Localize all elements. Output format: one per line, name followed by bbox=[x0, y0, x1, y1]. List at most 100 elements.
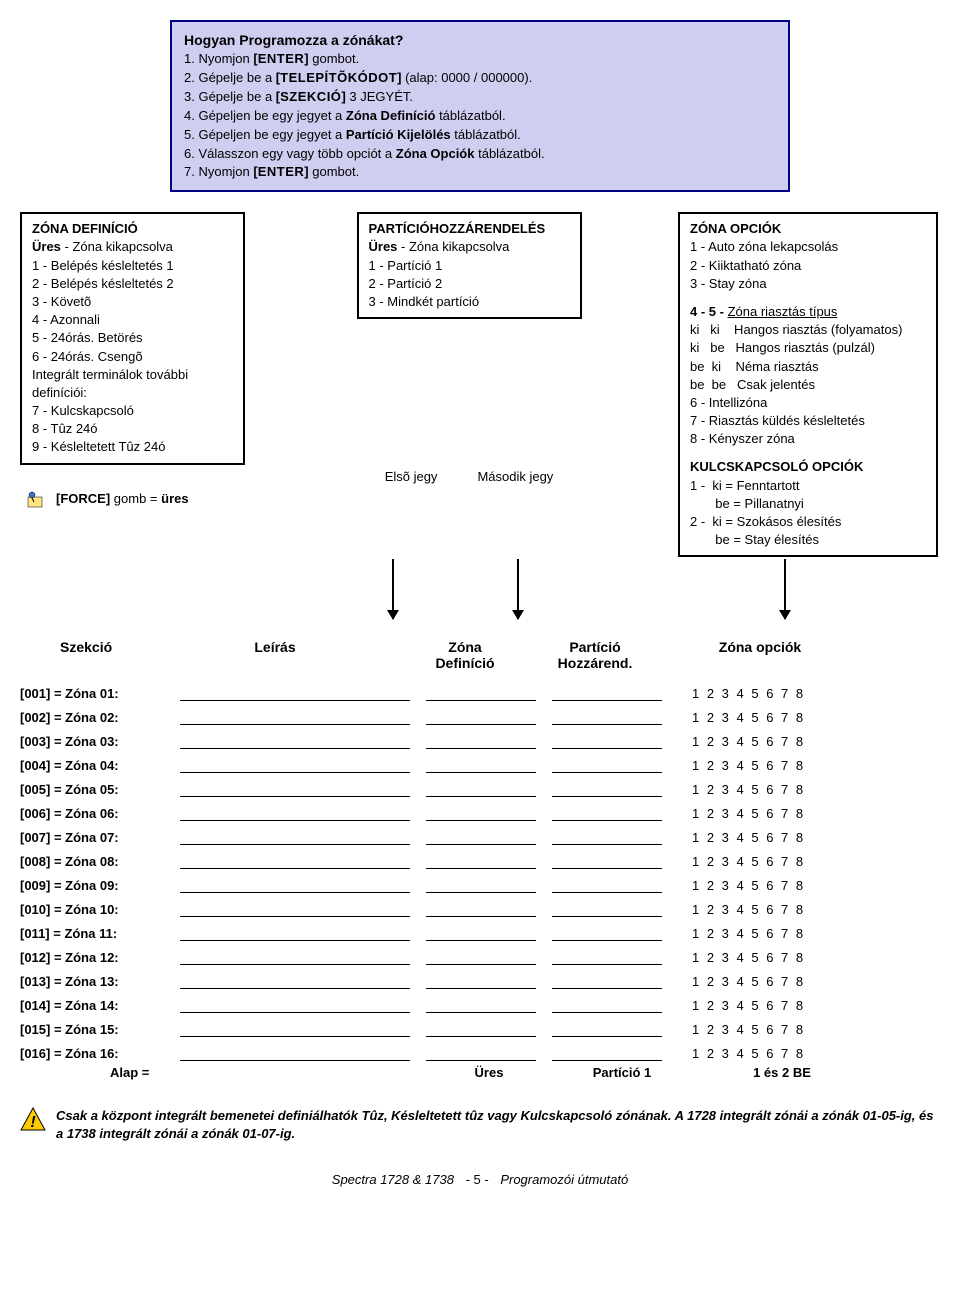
opt-line: 4 - 5 - Zóna riasztás típus bbox=[690, 303, 926, 321]
row-desc-field[interactable] bbox=[180, 995, 410, 1013]
row-zonedef-field[interactable] bbox=[426, 803, 536, 821]
opt-line: ki ki Hangos riasztás (folyamatos) bbox=[690, 321, 926, 339]
force-note: [FORCE] gomb = üres bbox=[20, 485, 260, 513]
zone-def-subtitle: Integrált terminálok további definíciói: bbox=[32, 366, 233, 402]
warning-text: Csak a központ integrált bemenetei defin… bbox=[56, 1107, 940, 1142]
second-digit-label: Második jegy bbox=[477, 469, 553, 484]
row-partition-field[interactable] bbox=[552, 755, 662, 773]
row-partition-field[interactable] bbox=[552, 827, 662, 845]
row-options: 1 2 3 4 5 6 7 8 bbox=[692, 1022, 872, 1037]
row-zonedef-field[interactable] bbox=[426, 851, 536, 869]
row-desc-field[interactable] bbox=[180, 923, 410, 941]
partition-line: 2 - Partíció 2 bbox=[369, 275, 570, 293]
row-zonedef-field[interactable] bbox=[426, 899, 536, 917]
row-partition-field[interactable] bbox=[552, 923, 662, 941]
row-code: [015] = Zóna 15: bbox=[20, 1022, 180, 1037]
table-row: [008] = Zóna 08:1 2 3 4 5 6 7 8 bbox=[20, 845, 940, 869]
row-partition-field[interactable] bbox=[552, 779, 662, 797]
table-row: [013] = Zóna 13:1 2 3 4 5 6 7 8 bbox=[20, 965, 940, 989]
warning-icon: ! bbox=[20, 1107, 46, 1131]
instruction-step: 4. Gépeljen be egy jegyet a Zóna Definíc… bbox=[184, 107, 776, 126]
row-desc-field[interactable] bbox=[180, 707, 410, 725]
table-row: [003] = Zóna 03:1 2 3 4 5 6 7 8 bbox=[20, 725, 940, 749]
opt-line: 1 - Auto zóna lekapcsolás bbox=[690, 238, 926, 256]
row-partition-field[interactable] bbox=[552, 899, 662, 917]
row-partition-field[interactable] bbox=[552, 707, 662, 725]
row-desc-field[interactable] bbox=[180, 1019, 410, 1037]
row-desc-field[interactable] bbox=[180, 803, 410, 821]
table-row: [015] = Zóna 15: 1 2 3 4 5 6 7 8 bbox=[20, 1013, 940, 1037]
row-code: [004] = Zóna 04: bbox=[20, 758, 180, 773]
arrow-down-icon bbox=[784, 559, 786, 619]
row-zonedef-field[interactable] bbox=[426, 827, 536, 845]
arrows-row bbox=[20, 559, 940, 619]
row-partition-field[interactable] bbox=[552, 683, 662, 701]
default-zo: 1 és 2 BE bbox=[692, 1065, 872, 1087]
keyswitch-title: KULCSKAPCSOLÓ OPCIÓK bbox=[690, 458, 926, 476]
definition-row: ZÓNA DEFINÍCIÓ Üres - Zóna kikapcsolva 1 … bbox=[20, 212, 940, 557]
row-desc-field[interactable] bbox=[180, 875, 410, 893]
zone-def-col: ZÓNA DEFINÍCIÓ Üres - Zóna kikapcsolva1 … bbox=[20, 212, 260, 512]
row-zonedef-field[interactable] bbox=[426, 875, 536, 893]
row-options: 1 2 3 4 5 6 7 8 bbox=[692, 686, 872, 701]
hdr-desc: Leírás bbox=[150, 639, 400, 671]
row-partition-field[interactable] bbox=[552, 1043, 662, 1061]
partition-box: PARTÍCIÓHOZZÁRENDELÉS Üres - Zóna kikapc… bbox=[357, 212, 582, 319]
row-zonedef-field[interactable] bbox=[426, 947, 536, 965]
row-desc-field[interactable] bbox=[180, 971, 410, 989]
row-partition-field[interactable] bbox=[552, 803, 662, 821]
row-zonedef-field[interactable] bbox=[426, 731, 536, 749]
table-row: [016] = Zóna 16:1 2 3 4 5 6 7 8 bbox=[20, 1037, 940, 1061]
row-zonedef-field[interactable] bbox=[426, 995, 536, 1013]
table-row: [004] = Zóna 04:1 2 3 4 5 6 7 8 bbox=[20, 749, 940, 773]
row-desc-field[interactable] bbox=[180, 731, 410, 749]
zone-def-line: 5 - 24órás. Betörés bbox=[32, 329, 233, 347]
zone-def-line: 3 - Követõ bbox=[32, 293, 233, 311]
row-partition-field[interactable] bbox=[552, 1019, 662, 1037]
row-partition-field[interactable] bbox=[552, 947, 662, 965]
row-zonedef-field[interactable] bbox=[426, 755, 536, 773]
zone-def-line: 6 - 24órás. Csengõ bbox=[32, 348, 233, 366]
row-zonedef-field[interactable] bbox=[426, 683, 536, 701]
row-zonedef-field[interactable] bbox=[426, 923, 536, 941]
row-options: 1 2 3 4 5 6 7 8 bbox=[692, 710, 872, 725]
row-zonedef-field[interactable] bbox=[426, 971, 536, 989]
row-partition-field[interactable] bbox=[552, 851, 662, 869]
row-code: [010] = Zóna 10: bbox=[20, 902, 180, 917]
row-desc-field[interactable] bbox=[180, 851, 410, 869]
row-desc-field[interactable] bbox=[180, 683, 410, 701]
row-partition-field[interactable] bbox=[552, 995, 662, 1013]
row-partition-field[interactable] bbox=[552, 731, 662, 749]
row-zonedef-field[interactable] bbox=[426, 1043, 536, 1061]
opt-line: be = Stay élesítés bbox=[690, 531, 926, 549]
partition-line: Üres - Zóna kikapcsolva bbox=[369, 238, 570, 256]
row-desc-field[interactable] bbox=[180, 899, 410, 917]
row-zonedef-field[interactable] bbox=[426, 1019, 536, 1037]
hdr-partassign: Partíció Hozzárend. bbox=[530, 639, 660, 671]
svg-text:!: ! bbox=[30, 1114, 36, 1131]
row-options: 1 2 3 4 5 6 7 8 bbox=[692, 878, 872, 893]
row-code: [011] = Zóna 11: bbox=[20, 926, 180, 941]
row-zonedef-field[interactable] bbox=[426, 707, 536, 725]
row-options: 1 2 3 4 5 6 7 8 bbox=[692, 734, 872, 749]
table-row: [006] = Zóna 06:1 2 3 4 5 6 7 8 bbox=[20, 797, 940, 821]
row-options: 1 2 3 4 5 6 7 8 bbox=[692, 998, 872, 1013]
arrow-down-icon bbox=[517, 559, 519, 619]
instruction-step: 7. Nyomjon [ENTER] gombot. bbox=[184, 163, 776, 182]
row-partition-field[interactable] bbox=[552, 875, 662, 893]
row-desc-field[interactable] bbox=[180, 779, 410, 797]
row-desc-field[interactable] bbox=[180, 1043, 410, 1061]
row-options: 1 2 3 4 5 6 7 8 bbox=[692, 902, 872, 917]
footer-page: - 5 - bbox=[458, 1172, 497, 1187]
instruction-step: 2. Gépelje be a [TELEPÍTÕKÓDOT] (alap: 0… bbox=[184, 69, 776, 88]
zone-def-title: ZÓNA DEFINÍCIÓ bbox=[32, 220, 233, 238]
row-partition-field[interactable] bbox=[552, 971, 662, 989]
row-desc-field[interactable] bbox=[180, 755, 410, 773]
row-desc-field[interactable] bbox=[180, 827, 410, 845]
row-zonedef-field[interactable] bbox=[426, 779, 536, 797]
opt-line: be be Csak jelentés bbox=[690, 376, 926, 394]
zone-def-line: 8 - Tûz 24ó bbox=[32, 420, 233, 438]
zone-def-line: 9 - Késleltetett Tûz 24ó bbox=[32, 438, 233, 456]
row-desc-field[interactable] bbox=[180, 947, 410, 965]
table-row: [010] = Zóna 10: 1 2 3 4 5 6 7 8 bbox=[20, 893, 940, 917]
